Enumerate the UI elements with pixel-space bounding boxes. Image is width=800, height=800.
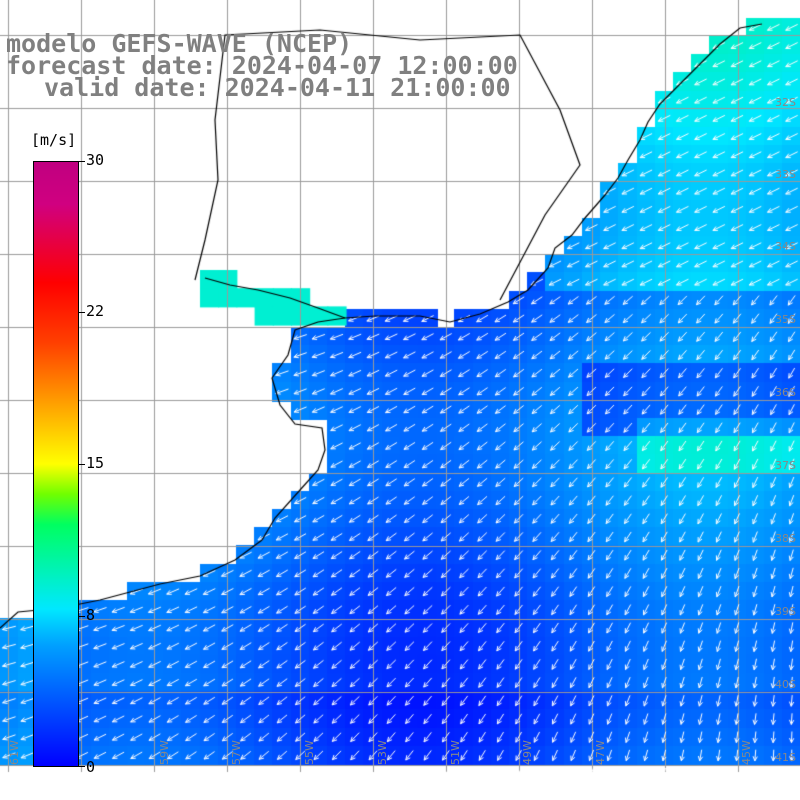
lon-label: 47W: [594, 740, 607, 765]
colorbar-tick-22: 22: [86, 302, 105, 320]
lon-label: 51W: [449, 740, 462, 765]
colorbar-tick-8: 8: [86, 606, 96, 624]
lon-label: 45W: [740, 740, 753, 765]
lat-label: 33S: [775, 168, 796, 181]
lat-label: 40S: [775, 678, 796, 691]
colorbar-tick-mark: [79, 766, 85, 767]
lon-label: 53W: [376, 740, 389, 765]
lat-label: 35S: [775, 313, 796, 326]
colorbar-tick-mark: [79, 312, 85, 313]
lat-label: 34S: [775, 240, 796, 253]
model-title: modelo GEFS-WAVE (NCEP): [6, 29, 353, 58]
lat-label: 37S: [775, 459, 796, 472]
lat-label: 39S: [775, 605, 796, 618]
lat-label: 32S: [775, 96, 796, 109]
colorbar-tick-mark: [79, 464, 85, 465]
colorbar-tick-0: 0: [86, 758, 96, 776]
colorbar-tick-mark: [79, 616, 85, 617]
lon-label: 49W: [521, 740, 534, 765]
colorbar-tick-mark: [79, 161, 85, 162]
colorbar: [33, 161, 79, 767]
lat-label: 41S: [775, 751, 796, 764]
lon-label: 59W: [158, 740, 171, 765]
lon-label: 57W: [230, 740, 243, 765]
lat-label: 38S: [775, 532, 796, 545]
forecast-date: forecast date: 2024-04-07 12:00:00: [6, 51, 518, 80]
lat-label: 36S: [775, 386, 796, 399]
colorbar-tick-15: 15: [86, 454, 105, 472]
colorbar-unit: [m/s]: [31, 131, 77, 149]
lon-label: 61W: [8, 740, 21, 765]
colorbar-tick-30: 30: [86, 151, 105, 169]
lon-label: 55W: [303, 740, 316, 765]
valid-date: valid date: 2024-04-11 21:00:00: [44, 73, 511, 102]
